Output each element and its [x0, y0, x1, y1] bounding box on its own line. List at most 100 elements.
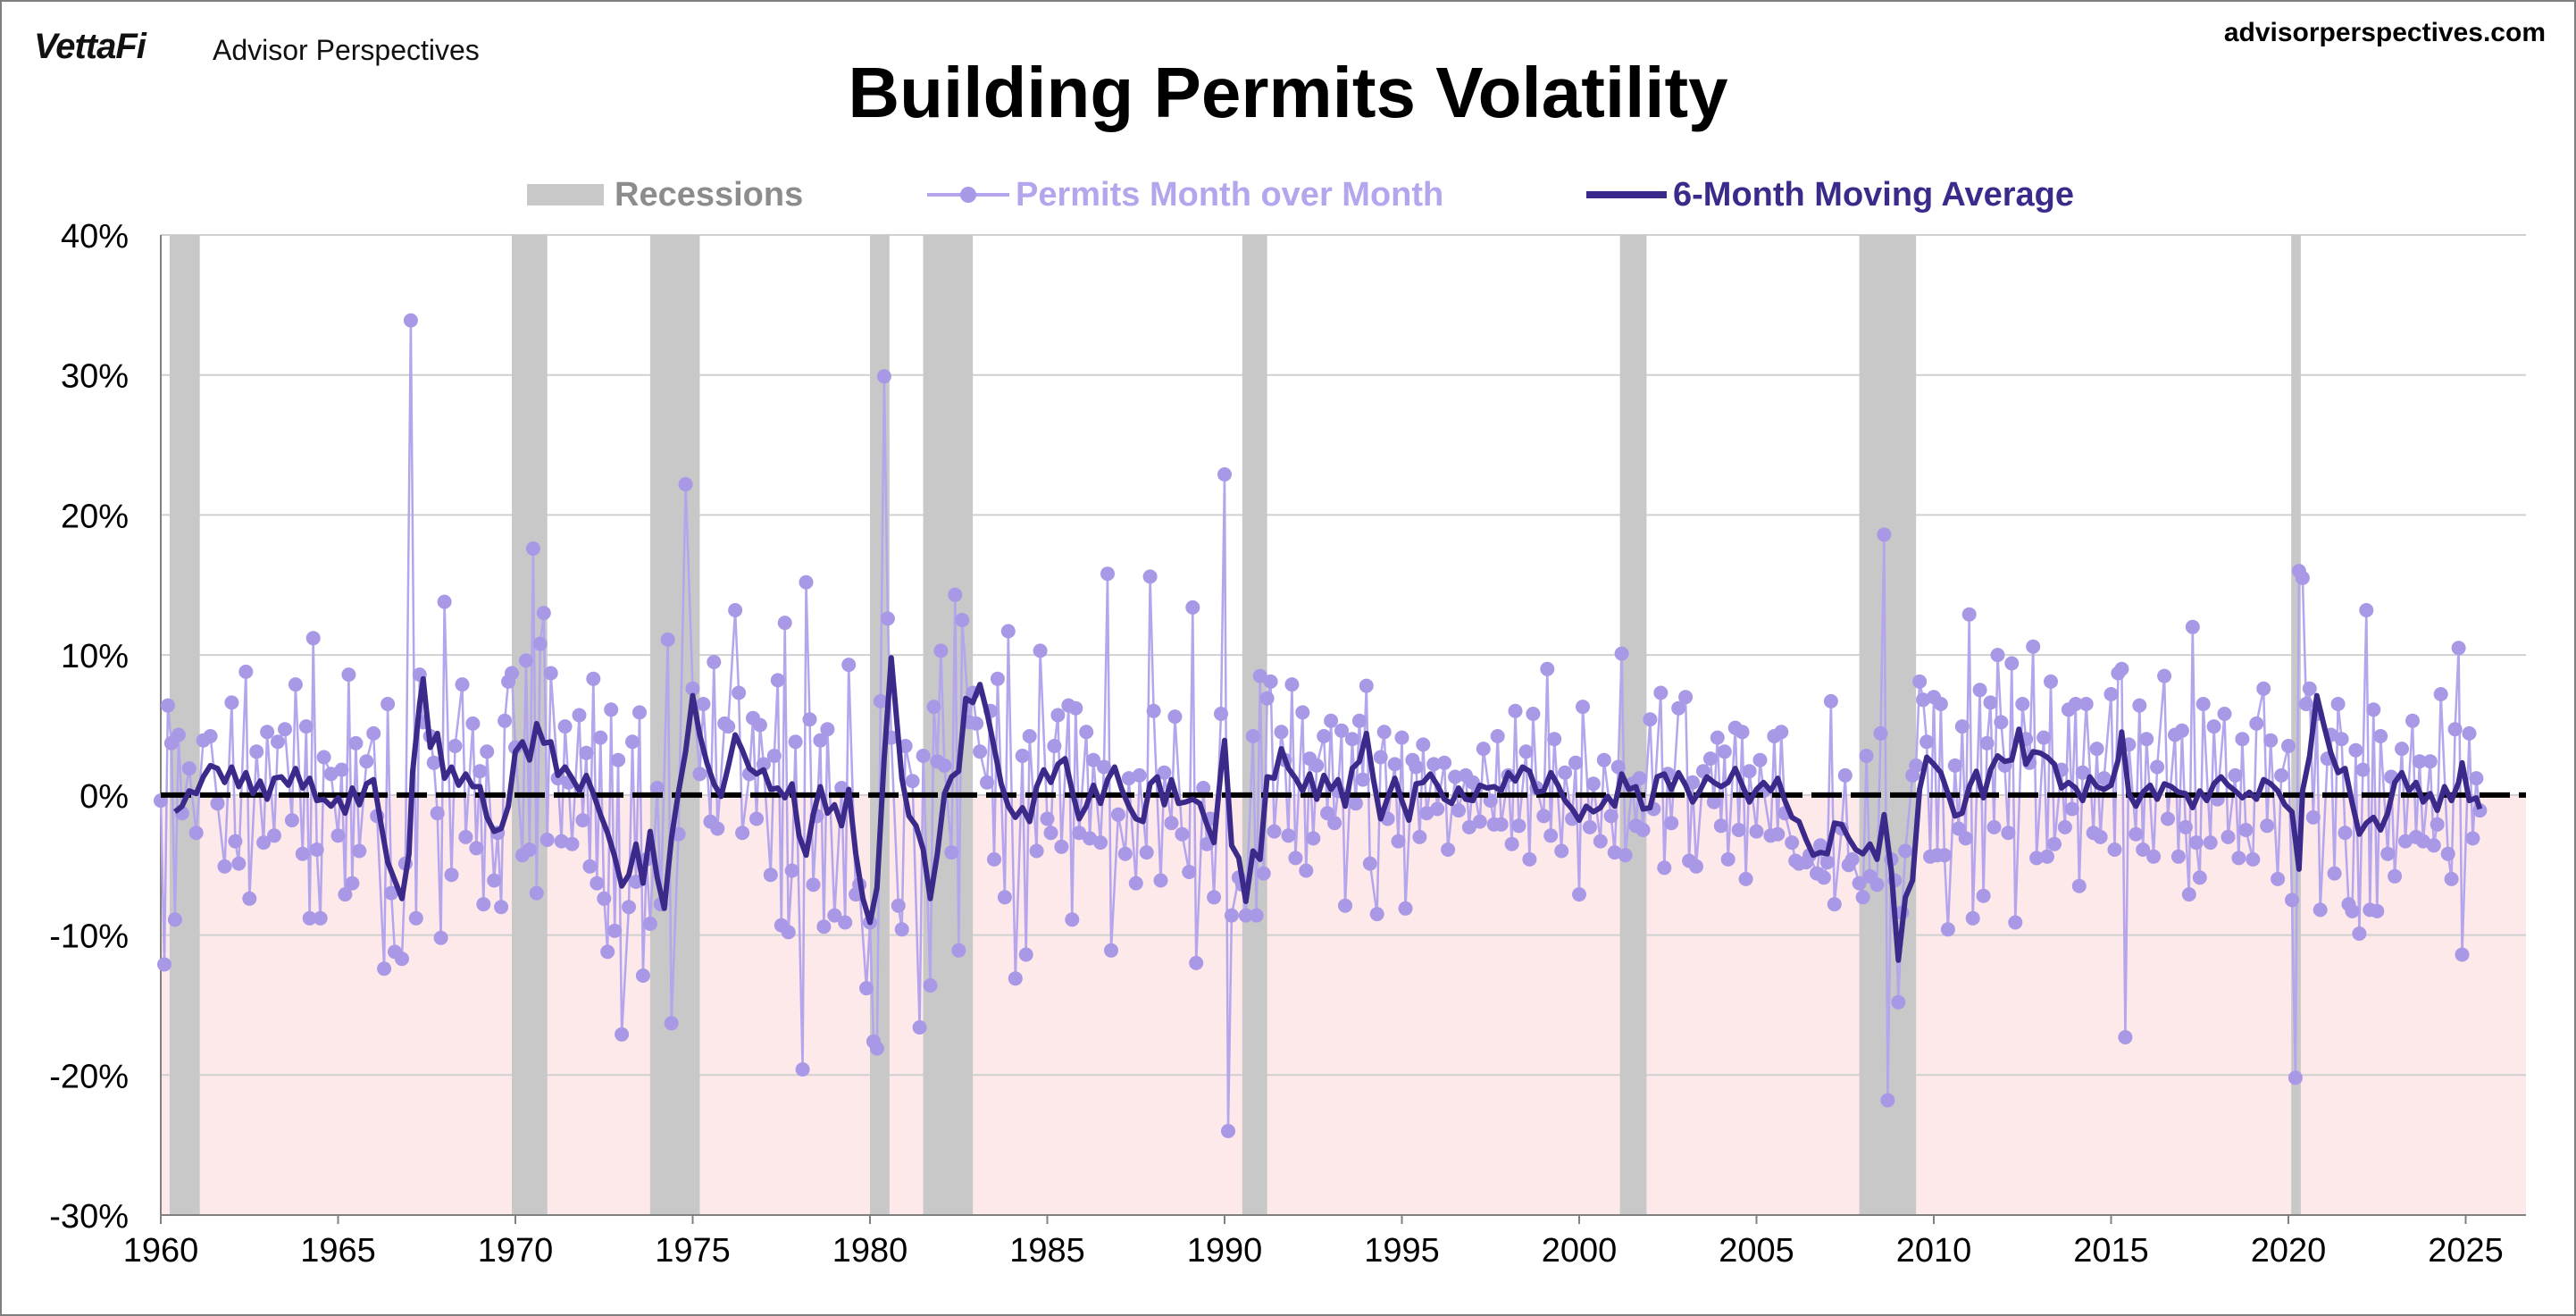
- permits-mom-point: [1083, 831, 1098, 846]
- permits-mom-point: [838, 915, 853, 930]
- x-tick-label: 2020: [2251, 1232, 2327, 1270]
- permits-mom-point: [2064, 801, 2079, 817]
- permits-mom-point: [2370, 903, 2385, 918]
- permits-mom-point: [2388, 868, 2403, 884]
- permits-mom-point: [167, 912, 182, 927]
- permits-mom-point: [1635, 823, 1651, 837]
- permits-mom-point: [1543, 828, 1559, 843]
- permits-mom-point: [799, 574, 814, 590]
- permits-mom-point: [2238, 823, 2254, 837]
- permits-mom-point: [1295, 705, 1310, 720]
- permits-mom-point: [1972, 683, 1987, 698]
- permits-mom-point: [1702, 751, 1718, 767]
- permits-mom-point: [923, 978, 938, 993]
- permits-mom-point: [827, 908, 842, 923]
- permits-mom-point: [1175, 826, 1190, 842]
- permits-mom-point: [1568, 755, 1583, 770]
- permits-mom-point: [267, 828, 281, 843]
- permits-mom-point: [1338, 898, 1352, 913]
- permits-mom-point: [1344, 732, 1359, 747]
- permits-mom-point: [2472, 803, 2488, 818]
- vettafi-logo: VettaFi: [34, 27, 146, 66]
- permits-mom-point: [1526, 707, 1541, 721]
- x-tick-label: 1995: [1364, 1232, 1440, 1270]
- x-tick-label: 1970: [478, 1232, 554, 1270]
- permits-mom-point: [203, 729, 218, 743]
- permits-mom-point: [1263, 674, 1278, 689]
- permits-mom-point: [1416, 737, 1431, 752]
- permits-mom-point: [1398, 901, 1413, 916]
- permits-mom-point: [160, 698, 175, 713]
- permits-mom-point: [1022, 729, 1037, 743]
- permits-mom-point: [2040, 849, 2054, 864]
- permits-mom-point: [586, 671, 601, 686]
- permits-mom-point: [430, 806, 445, 821]
- permits-mom-point: [1979, 735, 1995, 750]
- y-tick-label: 40%: [61, 218, 129, 256]
- permits-mom-point: [2192, 870, 2207, 885]
- permits-mom-point: [707, 655, 722, 669]
- permits-mom-point: [926, 700, 941, 715]
- permits-mom-point: [1142, 569, 1158, 584]
- permits-mom-point: [557, 719, 573, 734]
- permits-mom-point: [2004, 656, 2020, 671]
- permits-mom-point: [1018, 947, 1033, 962]
- permits-mom-point: [756, 757, 771, 772]
- permits-mom-point: [1585, 776, 1601, 792]
- permits-mom-point: [1391, 834, 1406, 849]
- permits-mom-point: [1327, 816, 1342, 831]
- permits-mom-point: [188, 826, 204, 841]
- permits-mom-point: [615, 1027, 630, 1042]
- permits-mom-point: [536, 606, 551, 621]
- permits-mom-point: [1355, 772, 1370, 787]
- permits-mom-point: [2078, 697, 2094, 711]
- permits-mom-point: [1376, 725, 1392, 740]
- permits-mom-point: [2249, 716, 2264, 731]
- permits-mom-point: [1461, 819, 1476, 834]
- permits-mom-point: [260, 725, 275, 740]
- permits-mom-point: [1207, 890, 1222, 905]
- permits-mom-point: [2235, 732, 2250, 747]
- permits-mom-point: [1317, 729, 1332, 743]
- x-tick-label: 2005: [1719, 1232, 1794, 1270]
- permits-mom-point: [1742, 764, 1757, 779]
- permits-mom-point: [1603, 809, 1618, 824]
- permits-mom-point: [891, 898, 906, 913]
- permits-mom-point: [1139, 845, 1154, 860]
- permits-mom-point: [1047, 739, 1062, 753]
- permits-mom-point: [1040, 811, 1055, 826]
- permits-mom-point: [1068, 700, 1083, 716]
- permits-mom-point: [249, 744, 264, 759]
- permits-mom-point: [2001, 826, 2016, 841]
- site-url: advisorperspectives.com: [2223, 18, 2546, 47]
- permits-mom-point: [1819, 855, 1835, 870]
- permits-mom-point: [278, 722, 292, 737]
- permits-mom-point: [2071, 878, 2087, 893]
- permits-mom-point: [1441, 842, 1456, 857]
- x-tick-label: 2000: [1542, 1232, 1618, 1270]
- permits-mom-point: [437, 594, 452, 609]
- permits-mom-point: [1430, 801, 1445, 817]
- permits-mom-point: [1877, 527, 1892, 542]
- permits-mom-point: [1576, 700, 1590, 715]
- permits-mom-point: [1259, 691, 1275, 706]
- permits-mom-point: [1267, 824, 1282, 839]
- permits-mom-point: [2462, 725, 2477, 741]
- permits-mom-point: [859, 981, 874, 996]
- permits-mom-point: [316, 750, 331, 765]
- permits-mom-point: [469, 841, 484, 856]
- permits-mom-point: [2447, 722, 2463, 737]
- permits-mom-point: [632, 705, 647, 720]
- permits-mom-point: [1678, 690, 1694, 705]
- permits-mom-point: [1869, 877, 1885, 893]
- permits-mom-point: [305, 631, 321, 646]
- permits-mom-point: [1859, 749, 1874, 763]
- permits-mom-point: [2157, 668, 2172, 683]
- permits-mom-point: [2281, 739, 2296, 753]
- permits-mom-point: [678, 477, 693, 491]
- permits-mom-point: [1713, 818, 1728, 834]
- permits-mom-point: [1146, 703, 1161, 718]
- permits-mom-point: [1412, 829, 1427, 844]
- permits-mom-point: [2256, 681, 2271, 696]
- permits-mom-point: [2338, 826, 2353, 841]
